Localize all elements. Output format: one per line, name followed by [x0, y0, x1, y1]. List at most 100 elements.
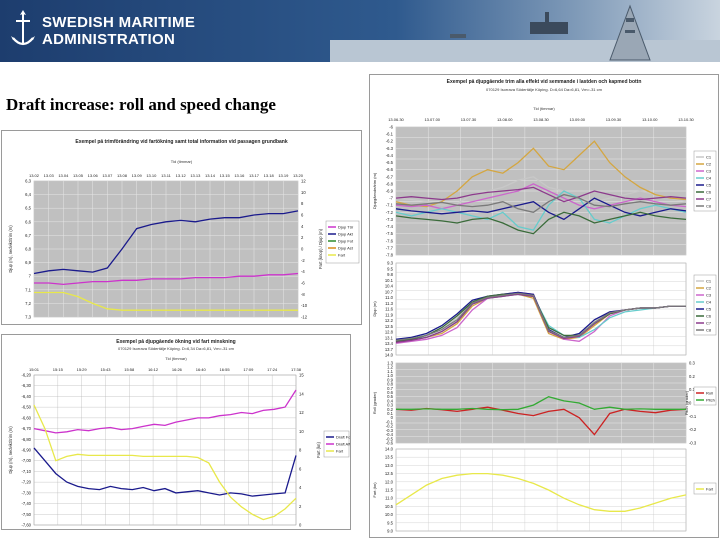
y-tick-label: -0.6 — [386, 441, 394, 446]
chart1-legend-label: Draft Fore — [336, 435, 350, 440]
y2-tick-label: 8 — [299, 448, 302, 453]
y-axis-label: Fart (kn) — [372, 482, 377, 498]
y-tick-label: 10.4 — [385, 284, 394, 289]
y-tick-label: 0.5 — [387, 394, 393, 399]
chart2-sub3-legend-label: Fart — [706, 487, 714, 492]
y2-tick-label: 10 — [301, 190, 306, 195]
x-tick-label: 13.15 — [220, 173, 231, 178]
y-tick-label: 6,4 — [25, 192, 31, 197]
chart2-sub0-legend-label: C6 — [706, 190, 712, 195]
chart2-sub1-legend-label: C6 — [706, 314, 712, 319]
y-tick-label: 0 — [391, 415, 394, 420]
y-tick-label: 0.8 — [387, 382, 393, 387]
y2-tick-label: -6 — [301, 281, 305, 286]
chart2-sub2-legend-label: Pitch — [706, 398, 715, 403]
chart2-sub0-legend-label: C4 — [706, 176, 712, 181]
chart2-sub0-legend-label: C2 — [706, 162, 712, 167]
y-tick-label: -7.7 — [386, 245, 394, 250]
header-banner: SWEDISH MARITIME ADMINISTRATION — [0, 0, 720, 62]
x-tick-label: 13.18 — [264, 173, 275, 178]
y-tick-label: -6.6 — [386, 167, 394, 172]
chart-title: Exempel på djupgående ökning vid fart mi… — [116, 339, 236, 345]
y-tick-label: 11.6 — [385, 307, 394, 312]
chart2-sub0-series-c1 — [395, 176, 687, 206]
legend-box — [325, 220, 360, 264]
y-tick-label: 12.5 — [385, 471, 394, 476]
chart2-sub0-series-c6 — [395, 211, 687, 235]
y-tick-label: 1.2 — [387, 365, 393, 370]
x-tick-label: 13.02 — [29, 173, 40, 178]
x-tick-label: 13.16 — [234, 173, 245, 178]
x-tick-label: 13.19 — [278, 173, 289, 178]
chart2-sub1-legend-label: C8 — [706, 328, 712, 333]
y-tick-label: -7,10 — [21, 469, 31, 474]
y-tick-label: 9.5 — [387, 266, 393, 271]
x-tick-label: 13.17 — [249, 173, 260, 178]
y-tick-label: -7.3 — [386, 217, 394, 222]
chart-title: Exempel på trimförändring vid fartökning… — [75, 139, 288, 145]
y2-tick-label: 8 — [301, 201, 304, 206]
chart2-sub0-legend-label: C3 — [706, 169, 712, 174]
y-tick-label: 9.3 — [387, 261, 393, 266]
chart2-sub1-legend-label: C5 — [706, 307, 712, 312]
y-tick-label: -6.7 — [386, 174, 394, 179]
chart0-series-fart — [34, 291, 298, 311]
y-axis-label: Roll (grader) — [372, 391, 377, 414]
y2-tick-label: -2 — [301, 258, 305, 263]
x-tick-label: 13.14 — [205, 173, 216, 178]
y-tick-label: 6,6 — [25, 219, 31, 224]
y-tick-label: -7,50 — [21, 512, 31, 517]
x-axis-label: Tid (timmar) — [533, 106, 555, 111]
chart0-legend-label: Djup Ast — [338, 246, 354, 251]
x-tick-label: 13.09.00 — [569, 117, 585, 122]
y-tick-label: 1.0 — [387, 373, 393, 378]
chart2-sub2-series-pitch — [396, 396, 686, 411]
x-tick-label: 15:58 — [124, 367, 135, 372]
y-tick-label: 9.8 — [387, 272, 393, 277]
x-tick-label: 13.10.00 — [642, 117, 658, 122]
y-tick-label: 9.5 — [387, 520, 393, 525]
x-tick-label: 17:24 — [267, 367, 278, 372]
chart-svg-top-left: 13.02 13.03 13.04 13.05 13.06 13.07 13.08 13.09… — [8, 173, 360, 320]
chart-title: Exempel på djupgående trim alla effekt v… — [446, 79, 642, 85]
x-tick-label: 15:01 — [29, 367, 40, 372]
y-tick-label: 0.4 — [387, 398, 393, 403]
chart2-sub0-legend-label: C5 — [706, 183, 712, 188]
x-tick-label: 13.08.30 — [533, 117, 549, 122]
chart-subtitle: 070129 Isorrava Södertälje Köping. D=6,6… — [486, 87, 602, 92]
y-tick-label: -6.3 — [386, 146, 394, 151]
y-tick-label: 11.0 — [385, 295, 394, 300]
chart2-sub1-series-c8 — [395, 292, 686, 341]
chart2-sub2-legend-label: Roll — [706, 391, 713, 396]
chart0-legend-label: Djup Tör — [338, 225, 354, 230]
y2-tick-label: 0 — [689, 401, 692, 406]
chart2-sub0-series-c8 — [395, 193, 687, 213]
y-tick-label: -6.5 — [386, 160, 394, 165]
chart1-series-draft-fore — [33, 447, 297, 497]
y-tick-label: -7,40 — [21, 501, 31, 506]
x-tick-label: 15:43 — [100, 367, 111, 372]
y2-tick-label: 4 — [301, 224, 304, 229]
chart2-sub1-legend-label: C3 — [706, 293, 712, 298]
chart2-sub0-legend-label: C7 — [706, 197, 712, 202]
y2-tick-label: 0.2 — [689, 374, 695, 379]
x-tick-label: 13.12 — [176, 173, 187, 178]
legend-box — [693, 150, 717, 212]
y-tick-label: 14.0 — [385, 447, 394, 452]
x-tick-label: 13.06.30 — [388, 117, 404, 122]
y-tick-label: 0.7 — [387, 386, 393, 391]
y-tick-label: 12.0 — [385, 479, 394, 484]
y-tick-label: 14.0 — [385, 353, 394, 358]
x-tick-label: 15:15 — [53, 367, 64, 372]
y-tick-label: -7.2 — [386, 210, 394, 215]
y-tick-label: 13.5 — [385, 455, 394, 460]
x-tick-label: 13.09 — [132, 173, 143, 178]
y2-tick-label: 12 — [301, 179, 306, 184]
y-tick-label: -7.4 — [386, 224, 394, 229]
y-tick-label: -7,20 — [21, 480, 31, 485]
y-tick-label: -6,40 — [21, 394, 31, 399]
y-tick-label: -0.5 — [386, 436, 394, 441]
y2-tick-label: 15 — [299, 373, 304, 378]
y-tick-label: -6,90 — [21, 448, 31, 453]
chart0-series-djup-tör — [34, 272, 299, 286]
